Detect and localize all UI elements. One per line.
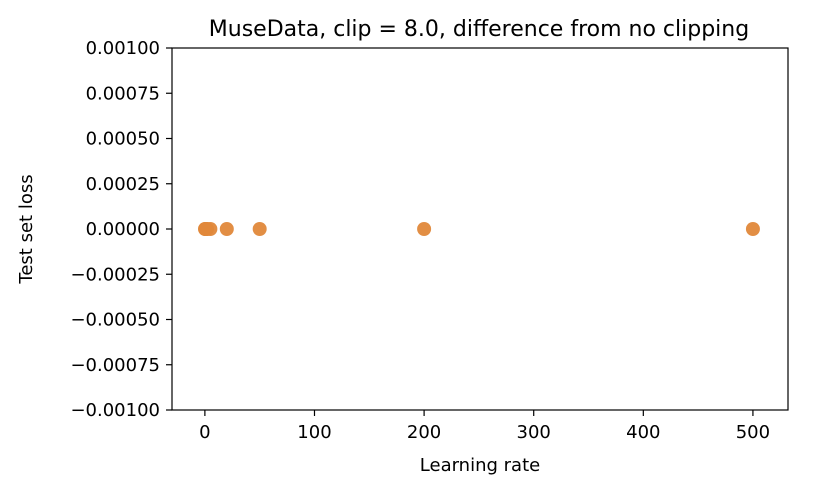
y-tick-label: −0.00100 [70, 400, 160, 421]
y-tick-label: −0.00050 [70, 310, 160, 331]
y-tick-label: 0.00025 [86, 174, 160, 195]
x-tick-label: 300 [517, 422, 551, 443]
x-tick-label: 100 [297, 422, 331, 443]
y-axis: 0.00100 0.00075 0.00050 0.00025 0.00000 −0.00… [70, 38, 172, 421]
y-tick-label: 0.00075 [86, 83, 160, 104]
data-points [197, 222, 760, 236]
data-point [219, 222, 234, 236]
x-tick-label: 0 [199, 422, 210, 443]
data-point [745, 222, 760, 236]
y-tick-label: −0.00025 [70, 264, 160, 285]
data-point [203, 222, 218, 236]
x-tick-label: 200 [407, 422, 441, 443]
y-tick-label: 0.00050 [86, 129, 160, 150]
x-tick-label: 400 [626, 422, 660, 443]
x-tick-label: 500 [736, 422, 770, 443]
y-tick-label: 0.00000 [86, 219, 160, 240]
y-tick-label: 0.00100 [86, 38, 160, 59]
data-point [417, 222, 432, 236]
data-point [252, 222, 267, 236]
x-axis: 0 100 200 300 400 500 [199, 410, 770, 443]
y-axis-label: Test set loss [16, 174, 37, 284]
y-tick-label: −0.00075 [70, 355, 160, 376]
x-axis-label: Learning rate [420, 455, 540, 476]
chart-title: MuseData, clip = 8.0, difference from no… [209, 17, 749, 42]
